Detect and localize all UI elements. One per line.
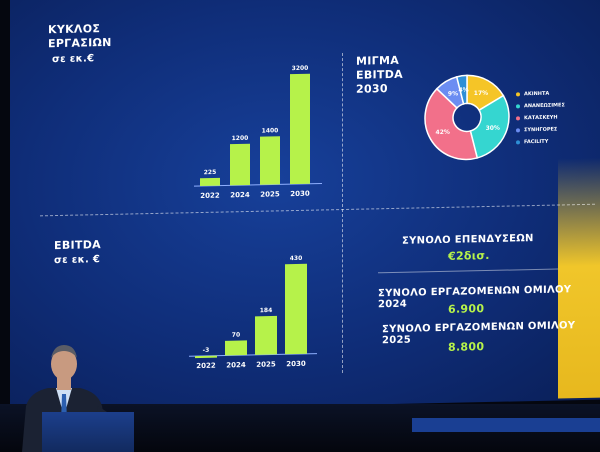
ebitda-category-label-2024: 2024 [226,361,246,369]
ebitda-value-label-2022: -3 [203,347,210,354]
legend-label: FACILITY [524,138,549,146]
mix-slice-label-3: 42% [436,129,450,136]
ebitda-bar-2024 [225,340,247,356]
investments-value: €2δισ. [448,248,490,263]
presentation-screen: ΚΥΚΛΟΣ ΕΡΓΑΣΙΩΝ σε εκ.€ 225 2022 1200 2024 1… [10,0,600,412]
ebitda-value-label-2030: 430 [290,255,303,262]
mix-title-line3: 2030 [356,82,388,96]
mix-legend-item-4: ΣΥΝΗΓΟΡΕΣ [516,123,565,136]
legend-swatch [516,104,520,109]
revenue-category-label-2025: 2025 [260,190,280,198]
investments-label: ΣΥΝΟΛΟ ΕΠΕΝΔΥΣΕΩΝ [402,233,534,247]
revenue-value-label-2024: 1200 [232,135,249,142]
revenue-title-line1: ΚΥΚΛΟΣ [48,22,101,37]
ebitda-bar-2030 [285,263,307,355]
legend-swatch [516,128,520,133]
mix-legend: ΑΚΙΝΗΤΑ ΑΝΑΝΕΩΣΙΜΕΣ ΚΑΤΑΣΚΕΥΗ ΣΥΝΗΓΟΡΕΣ FACI… [516,87,565,148]
legend-swatch [516,140,520,145]
revenue-bar-chart: 225 2022 1200 2024 1400 2025 3200 2030 [194,65,322,200]
legend-label: ΑΚΙΝΗΤΑ [524,90,550,98]
horizontal-divider [40,203,595,217]
ebitda-mix-donut-chart: 17% 30% 42% 9%4% [424,74,510,161]
revenue-bar-2025 [260,136,280,185]
legend-label: ΚΑΤΑΣΚΕΥΗ [524,114,558,122]
legend-label: ΣΥΝΗΓΟΡΕΣ [524,126,558,134]
mix-slice-3 [424,87,479,161]
mix-title-line1: ΜΙΓΜΑ [356,53,400,68]
podium [42,412,134,452]
ebitda-title: EBITDA [54,238,101,253]
revenue-category-label-2022: 2022 [200,192,220,200]
stat-separator [378,268,558,274]
revenue-category-label-2024: 2024 [230,191,250,199]
revenue-title-line2: ΕΡΓΑΣΙΩΝ [48,35,112,51]
vertical-divider [342,53,343,374]
mix-slice-2 [469,94,510,159]
mix-legend-item-5: FACILITY [516,135,565,148]
ebitda-category-label-2025: 2025 [256,360,276,368]
legend-swatch [516,92,520,97]
legend-swatch [516,116,520,121]
mix-title-line2: EBITDA [356,67,403,82]
mix-legend-item-1: ΑΚΙΝΗΤΑ [516,87,565,100]
employees-2025-value: 8.800 [448,340,485,354]
revenue-bar-2030 [290,73,310,185]
revenue-bar-2024 [230,143,250,186]
employees-2024-label: ΣΥΝΟΛΟ ΕΡΓΑΖΟΜΕΝΩΝ ΟΜΙΛΟΥ 2024 [378,284,572,311]
employees-2025-label: ΣΥΝΟΛΟ ΕΡΓΑΖΟΜΕΝΩΝ ΟΜΙΛΟΥ 2025 [382,320,576,347]
mix-slice-label-4: 9% [448,90,458,97]
ebitda-category-label-2030: 2030 [286,360,306,368]
ebitda-bar-2022 [195,355,217,359]
yellow-accent-edge [558,157,600,399]
ebitda-unit: σε εκ. € [54,254,101,267]
ebitda-value-label-2025: 184 [260,307,273,314]
ebitda-bar-2025 [255,315,277,355]
ebitda-category-label-2022: 2022 [196,362,216,370]
mix-slice-label-1: 17% [474,90,488,97]
revenue-value-label-2022: 225 [204,169,217,176]
legend-label: ΑΝΑΝΕΩΣΙΜΕΣ [524,102,565,110]
revenue-unit: σε εκ.€ [52,53,95,66]
employees-2024-value: 6.900 [448,302,485,316]
ebitda-value-label-2024: 70 [232,332,240,339]
mix-legend-item-2: ΑΝΑΝΕΩΣΙΜΕΣ [516,99,565,112]
revenue-value-label-2025: 1400 [262,127,279,134]
revenue-bar-2022 [200,177,220,187]
mix-slice-5 [455,74,468,105]
mix-slice-label-2: 30% [486,125,500,132]
revenue-value-label-2030: 3200 [292,65,309,72]
mix-slice-label-5: 4% [458,87,468,94]
ebitda-bar-chart: -3 2022 70 2024 184 2025 430 2030 [189,255,317,370]
stage-step [412,418,600,432]
revenue-category-label-2030: 2030 [290,190,310,198]
mix-legend-item-3: ΚΑΤΑΣΚΕΥΗ [516,111,565,124]
